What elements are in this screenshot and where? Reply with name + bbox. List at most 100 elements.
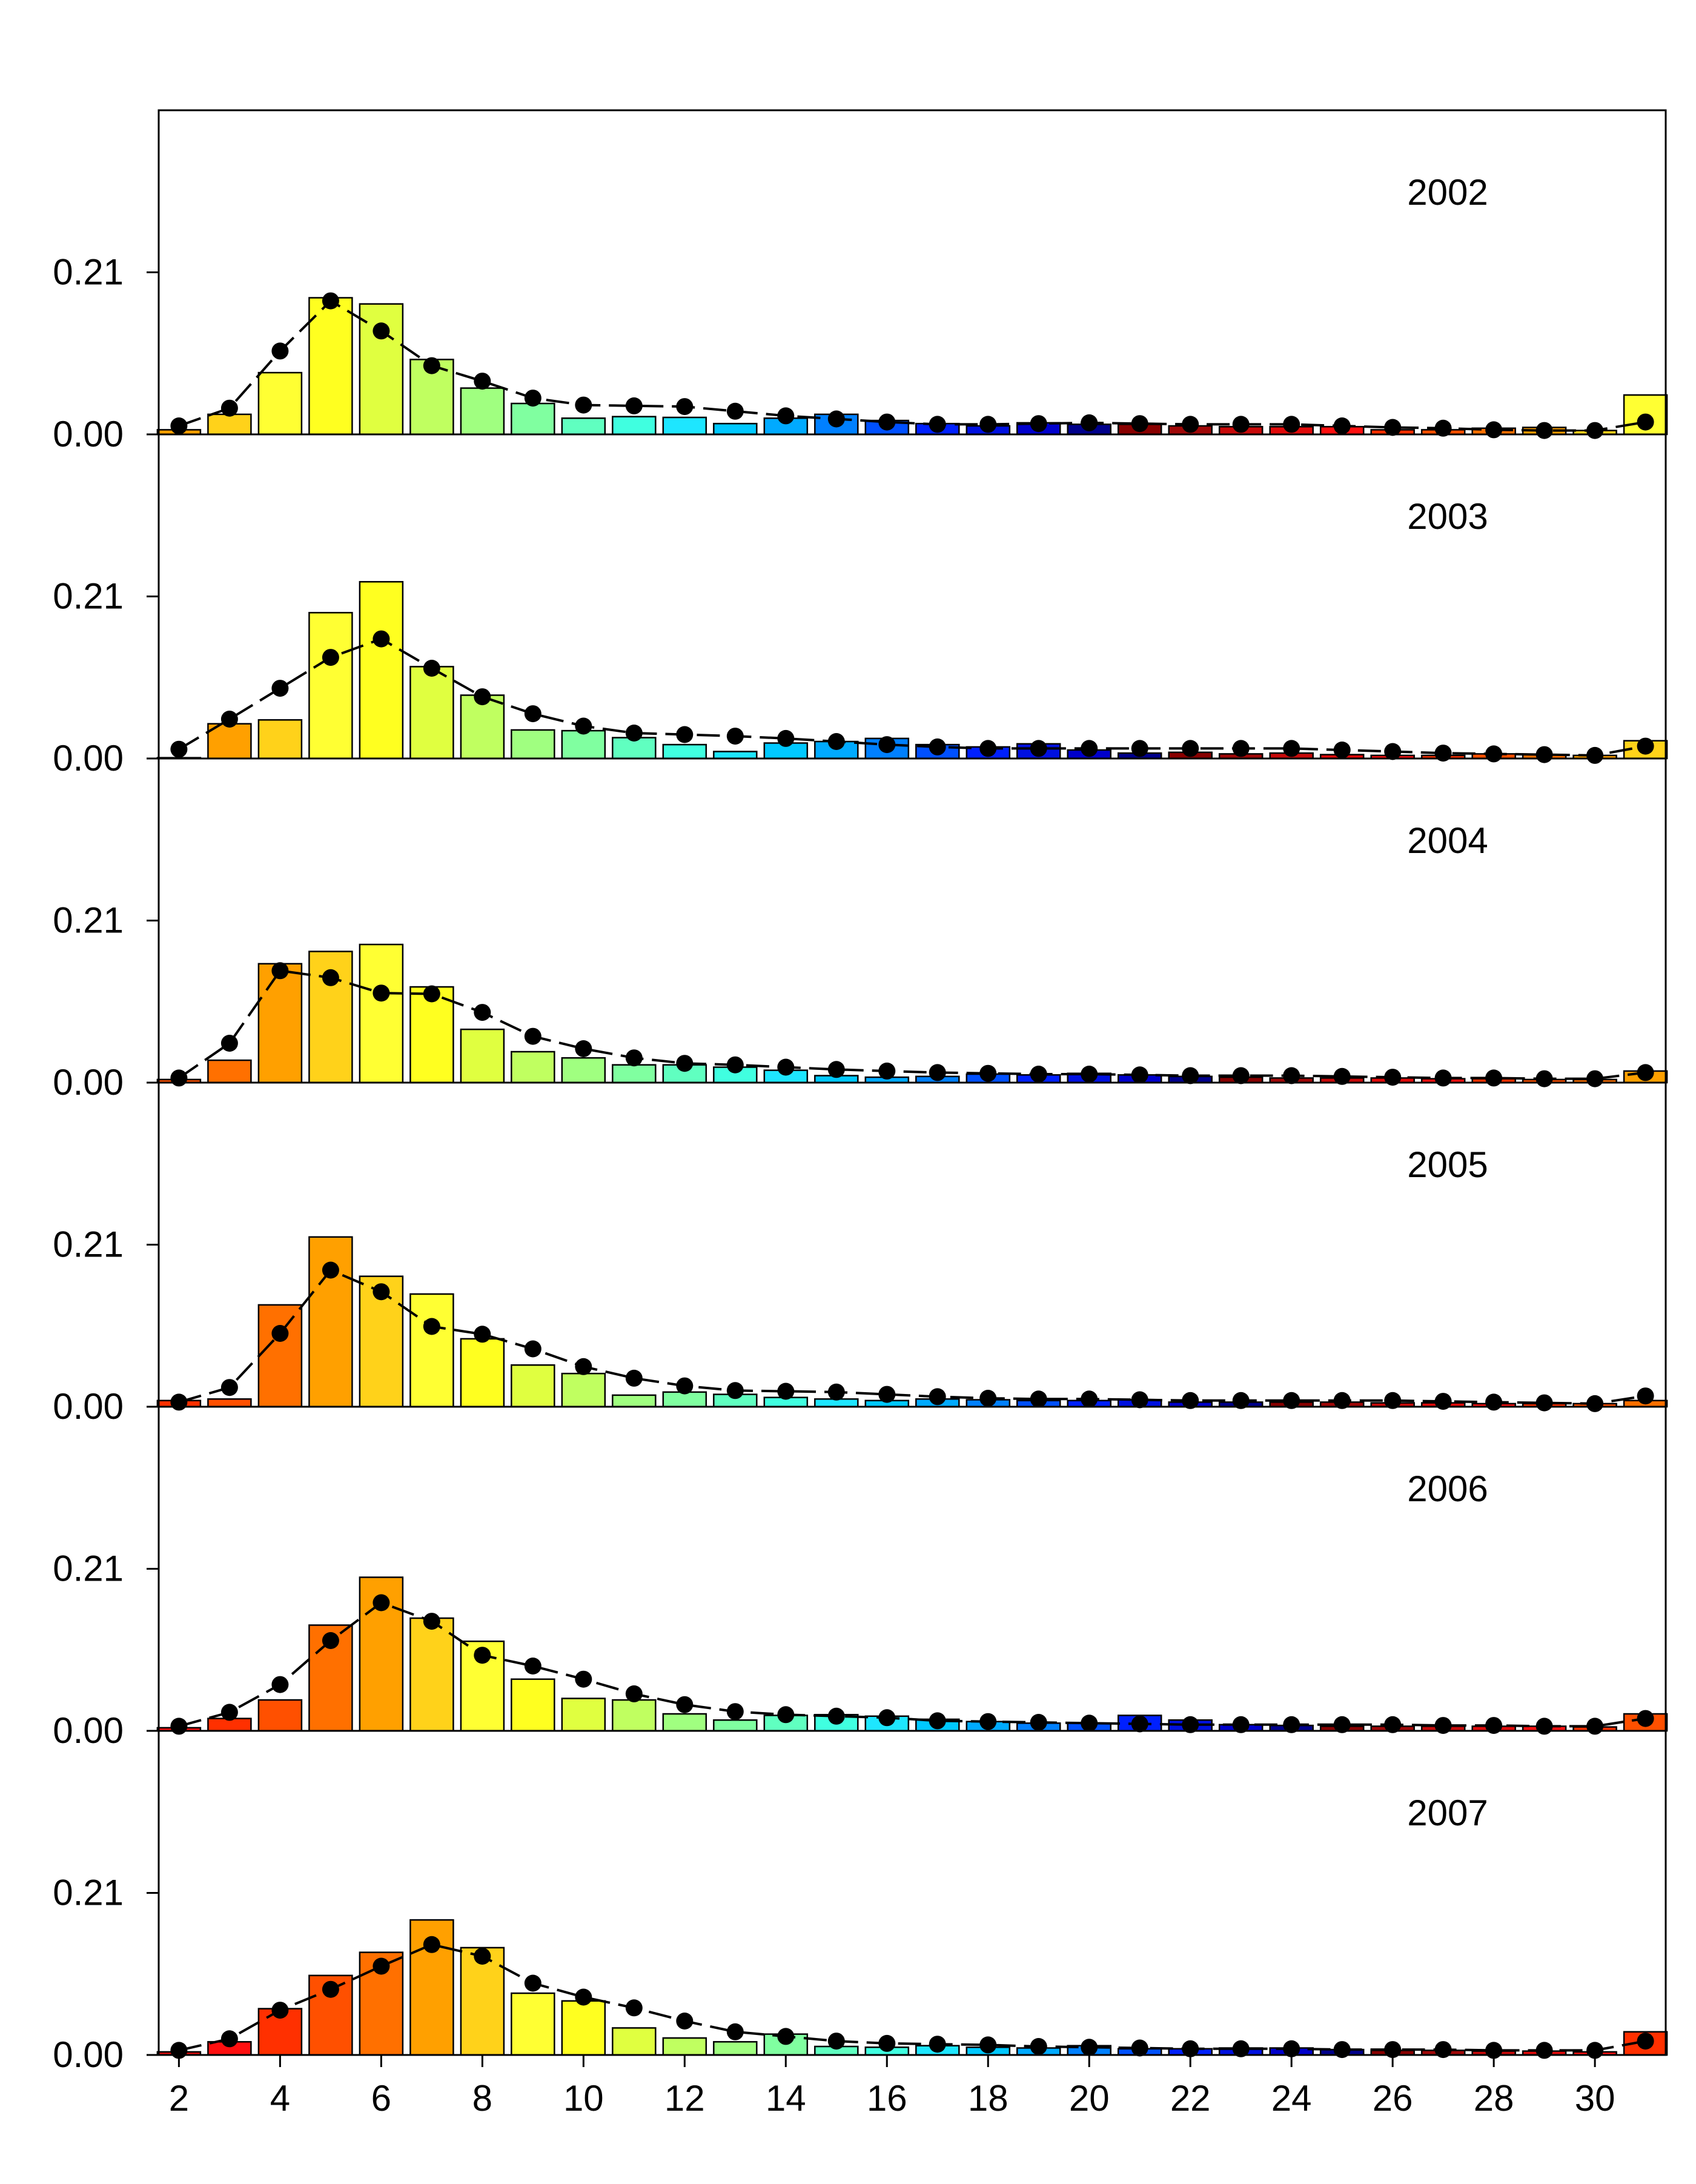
predicted-point	[979, 1064, 997, 1082]
predicted-point	[220, 2030, 238, 2048]
predicted-point	[878, 2034, 896, 2052]
predicted-point	[726, 2023, 744, 2040]
predicted-point	[1535, 422, 1553, 439]
predicted-point	[524, 1340, 542, 1358]
predicted-point	[1182, 1067, 1199, 1084]
predicted-point	[1535, 2042, 1553, 2059]
predicted-point	[1030, 1390, 1047, 1408]
predicted-point	[827, 1383, 845, 1401]
observed-bar	[662, 2037, 707, 2056]
predicted-point	[625, 1049, 643, 1067]
x-tick-label: 30	[1575, 2078, 1615, 2119]
observed-bar	[713, 2041, 758, 2056]
observed-bar	[308, 612, 353, 760]
observed-bar	[207, 413, 252, 436]
panel-year-label: 2003	[1407, 496, 1488, 537]
observed-bar	[662, 1713, 707, 1732]
predicted-point	[220, 1035, 238, 1052]
observed-bar	[409, 1293, 454, 1408]
predicted-point	[1384, 419, 1402, 436]
predicted-point	[373, 1283, 390, 1301]
predicted-point	[1182, 1392, 1199, 1409]
y-tick-label: 0.21	[53, 252, 124, 293]
predicted-point	[1637, 2033, 1654, 2050]
predicted-point	[322, 1632, 339, 1649]
predicted-point	[322, 1261, 339, 1279]
predicted-point	[1333, 417, 1351, 434]
predicted-point	[170, 1718, 188, 1735]
predicted-point	[1535, 746, 1553, 763]
predicted-point	[827, 2033, 845, 2050]
predicted-point	[676, 398, 694, 416]
predicted-point	[575, 717, 592, 735]
predicted-point	[1485, 421, 1503, 439]
predicted-point	[625, 1999, 643, 2017]
predicted-point	[1333, 1716, 1351, 1733]
predicted-point	[1131, 740, 1148, 757]
y-tick-label: 0.21	[53, 576, 124, 617]
predicted-point	[1637, 737, 1654, 755]
observed-bar	[612, 416, 657, 436]
predicted-point	[929, 1388, 946, 1406]
predicted-point	[1182, 1716, 1199, 1733]
predicted-point	[676, 2013, 694, 2030]
x-tick-label: 6	[371, 2078, 391, 2119]
x-tick-label: 8	[472, 2078, 492, 2119]
predicted-point	[929, 416, 946, 433]
predicted-point	[524, 705, 542, 723]
predicted-point	[271, 2002, 289, 2019]
observed-bar	[460, 1028, 505, 1084]
observed-bar	[713, 1719, 758, 1732]
observed-bar	[511, 1992, 555, 2056]
frame-layer	[157, 109, 1667, 2056]
observed-bar	[257, 1699, 303, 1732]
predicted-point	[1434, 2041, 1452, 2059]
observed-bar	[257, 719, 303, 760]
predicted-point	[1637, 413, 1654, 431]
predicted-point	[1283, 2040, 1300, 2057]
predicted-point	[575, 396, 592, 414]
predicted-point	[1081, 1066, 1098, 1083]
predicted-point	[423, 660, 440, 677]
predicted-point	[1586, 1718, 1604, 1735]
predicted-point	[1232, 416, 1250, 433]
panel-year-label: 2007	[1407, 1793, 1488, 1833]
predicted-point	[170, 740, 188, 758]
observed-bar	[257, 1304, 303, 1408]
observed-bar	[561, 1372, 606, 1408]
observed-bar	[460, 1338, 505, 1408]
predicted-point	[1384, 1392, 1402, 1409]
observed-bar	[561, 417, 606, 436]
predicted-point	[1030, 1066, 1047, 1083]
observed-bar	[763, 2033, 809, 2056]
observed-bar	[612, 1699, 657, 1732]
predicted-point	[423, 985, 440, 1003]
predicted-point	[373, 1957, 390, 1975]
predicted-point	[1030, 415, 1047, 433]
predicted-point	[1131, 1715, 1148, 1733]
x-tick-label: 12	[664, 2078, 705, 2119]
predicted-point	[1384, 743, 1402, 760]
panel-2003: 0.00 0.21 2003	[53, 496, 1668, 778]
predicted-point	[1384, 2041, 1402, 2059]
observed-bar	[308, 1974, 353, 2056]
panel-year-label: 2006	[1407, 1469, 1488, 1509]
predicted-point	[373, 984, 390, 1002]
predicted-point	[1182, 2040, 1199, 2057]
observed-bar	[257, 963, 303, 1084]
predicted-point	[827, 410, 845, 428]
predicted-point	[1637, 1064, 1654, 1081]
predicted-point	[777, 1382, 795, 1400]
predicted-point	[1283, 416, 1300, 433]
observed-bar	[207, 1398, 252, 1408]
predicted-point	[1182, 416, 1199, 433]
predicted-point	[1384, 1716, 1402, 1733]
y-tick-label: 0.21	[53, 900, 124, 941]
observed-bar	[359, 303, 404, 436]
observed-bar	[612, 1064, 657, 1084]
predicted-point	[979, 740, 997, 757]
predicted-point	[777, 1706, 795, 1724]
predicted-point	[1232, 740, 1250, 757]
